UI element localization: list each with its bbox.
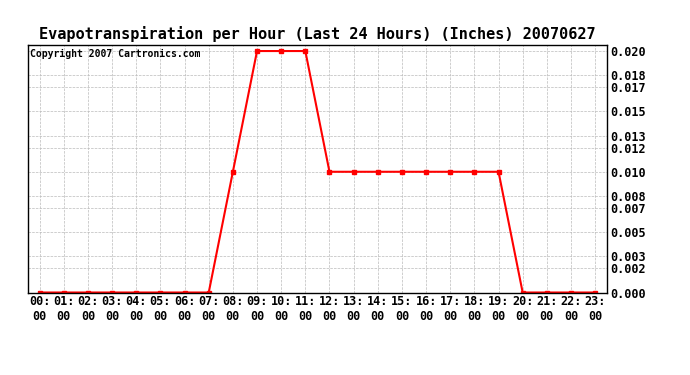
Text: Copyright 2007 Cartronics.com: Copyright 2007 Cartronics.com bbox=[30, 49, 201, 59]
Title: Evapotranspiration per Hour (Last 24 Hours) (Inches) 20070627: Evapotranspiration per Hour (Last 24 Hou… bbox=[39, 27, 595, 42]
